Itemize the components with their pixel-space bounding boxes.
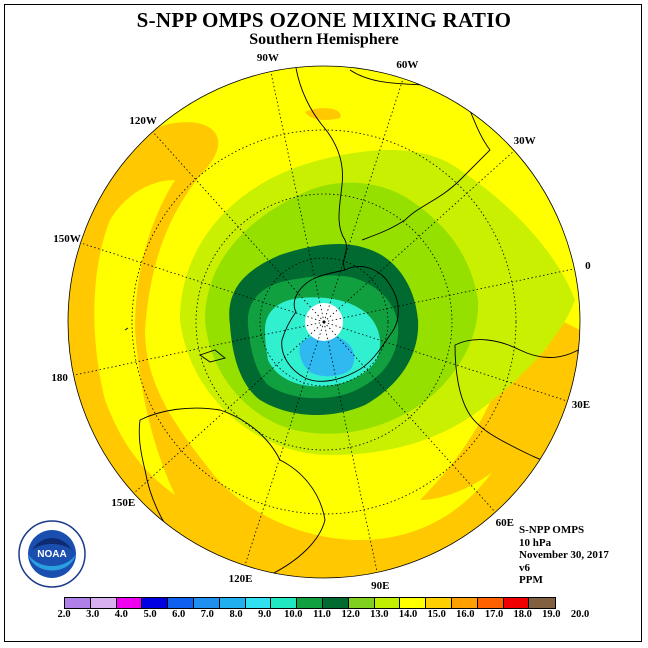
colorbar-tick-label: 20.0 [570,609,590,620]
map-subtitle: Southern Hemisphere [249,31,399,48]
colorbar-swatch [90,598,117,608]
colorbar-swatch [193,598,220,608]
colorbar-swatch [65,598,91,608]
colorbar-tick-label: 13.0 [370,609,389,620]
colorbar-swatch [245,598,272,608]
colorbar-swatch [348,598,375,608]
colorbar-tick-label: 15.0 [427,609,446,620]
colorbar-tick-label: 14.0 [398,609,418,620]
colorbar-tick-label: 19.0 [542,609,561,620]
colorbar-tick-label: 5.0 [143,609,157,620]
noaa-logo: NOAA [18,520,86,588]
colorbar-swatch [451,598,478,608]
longitude-label: 60W [396,59,419,72]
colorbar-tick-label: 7.0 [200,609,214,620]
colorbar-labels: 2.0 3.0 4.0 5.0 6.0 7.0 8.0 9.0 10.0 11.0 12.0 13.0… [0,609,648,623]
longitude-label: 30E [571,399,591,412]
colorbar-tick-label: 16.0 [456,609,475,620]
pressure-level-text: 10 hPa [519,536,552,549]
date-text: November 30, 2017 [519,549,609,561]
colorbar-tick-label: 11.0 [313,609,331,620]
map-boundary [67,65,581,579]
colorbar-tick-label: 18.0 [513,609,532,620]
ozone-region-16ppm-west [68,120,580,578]
colorbar-swatch [168,598,194,608]
longitude-label: 180 [51,372,68,385]
colorbar-swatch [426,598,452,608]
version-text: v6 [519,561,530,574]
colorbar-swatch [116,598,143,608]
longitude-label: 0 [585,259,591,272]
colorbar-swatch [529,598,556,608]
ozone-region-16ppm-north [305,108,341,120]
colorbar-swatch [322,598,349,608]
units-text: PPM [519,574,543,586]
ozone-region-9ppm [299,334,355,377]
colorbar-tick-label: 10.0 [284,609,303,620]
map-title: S-NPP OMPS OZONE MIXING RATIO [136,8,512,32]
info-block: S-NPP OMPS 10 hPa November 30, 2017 v6 P… [519,524,609,587]
longitude-label: 150W [53,232,81,245]
ozone-region-15ppm-inner [94,180,175,495]
colorbar-tick-label: 12.0 [341,609,360,620]
graticule [73,71,575,573]
longitude-label: 30W [513,135,536,148]
longitude-label: 120E [228,572,253,585]
colorbar-tick-label: 6.0 [172,609,186,620]
colorbar-swatch [142,598,169,608]
colorbar-swatch [219,598,246,608]
instrument-text: S-NPP OMPS [519,524,585,536]
colorbar-swatch [297,598,323,608]
colorbar-tick-label: 4.0 [114,609,128,620]
colorbar [64,597,557,609]
longitude-label: 60E [495,516,514,529]
figure-frame [4,4,642,642]
longitude-label: 150E [111,496,136,509]
colorbar-swatch [374,598,401,608]
colorbar-tick-label: 2.0 [57,609,71,620]
longitude-label: 90W [256,51,279,64]
colorbar-tick-label: 9.0 [258,609,272,620]
colorbar-tick-label: 17.0 [484,609,504,620]
longitude-label: 90E [371,580,390,593]
colorbar-swatch [503,598,530,608]
colorbar-swatch [400,598,427,608]
colorbar-tick-label: 8.0 [229,609,243,620]
colorbar-swatch [271,598,298,608]
south-pole-marker [322,320,326,324]
longitude-label: 120W [129,115,157,128]
colorbar-swatch [477,598,504,608]
colorbar-tick-label: 3.0 [86,609,100,620]
logo-text: NOAA [37,549,66,560]
